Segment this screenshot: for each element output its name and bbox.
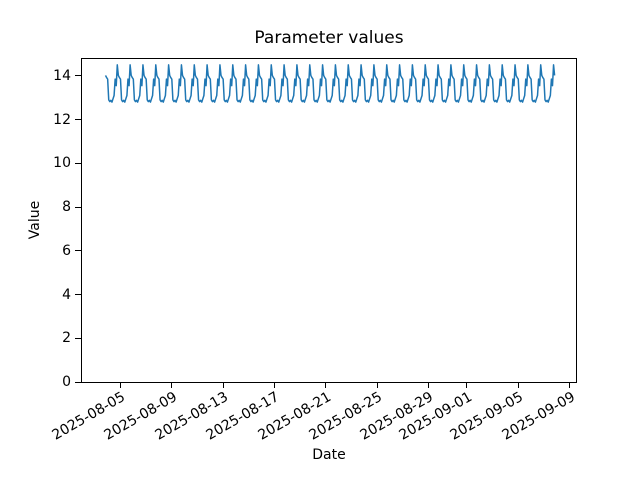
x-tick-mark <box>273 383 275 388</box>
x-tick-mark <box>569 383 571 388</box>
plot-area <box>81 58 577 383</box>
chart-title: Parameter values <box>254 28 404 48</box>
y-tick-mark <box>75 206 81 208</box>
y-tick-mark <box>75 75 81 77</box>
x-axis-label: Date <box>312 447 346 463</box>
x-tick-mark <box>376 383 378 388</box>
y-tick-label: 4 <box>62 286 71 303</box>
x-tick-mark <box>325 383 327 388</box>
y-tick-label: 12 <box>53 111 71 128</box>
y-tick-mark <box>75 294 81 296</box>
y-tick-label: 8 <box>62 199 71 216</box>
y-tick-mark <box>75 337 81 339</box>
x-tick-mark <box>466 383 468 388</box>
x-tick-mark <box>119 383 121 388</box>
y-tick-label: 10 <box>53 155 71 172</box>
x-tick-mark <box>427 383 429 388</box>
y-tick-mark <box>75 381 81 383</box>
series-line <box>104 64 556 103</box>
y-tick-mark <box>75 119 81 121</box>
x-tick-mark <box>222 383 224 388</box>
data-line-canvas <box>104 64 556 103</box>
y-tick-mark <box>75 250 81 252</box>
y-tick-mark <box>75 162 81 164</box>
y-tick-label: 0 <box>62 374 71 390</box>
y-tick-label: 6 <box>62 242 71 259</box>
x-tick-mark <box>517 383 519 388</box>
y-tick-label: 14 <box>53 67 71 84</box>
y-tick-label: 2 <box>62 330 71 347</box>
x-tick-mark <box>171 383 173 388</box>
